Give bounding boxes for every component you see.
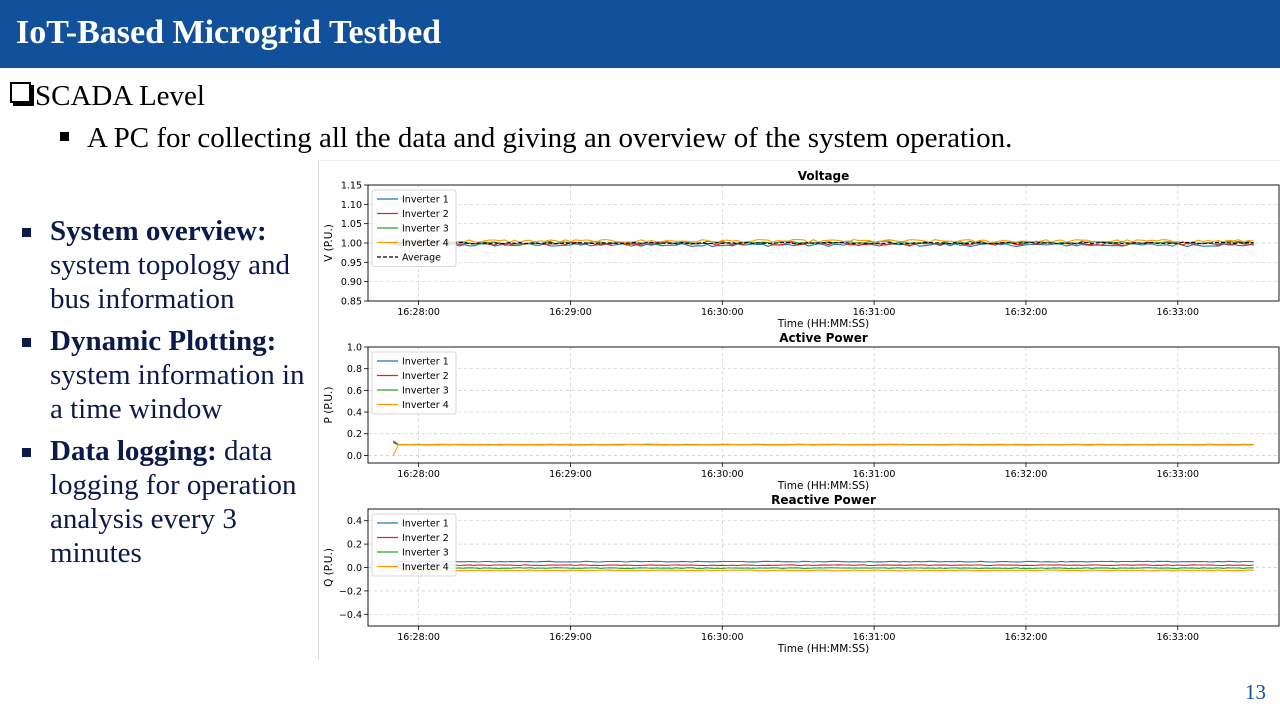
legend-label: Average (402, 253, 441, 264)
chart-panel: Voltage 0.85 0.90 0.95 1.00 1.05 1.10 1.15 16:28… (318, 160, 1280, 660)
sub-bullet: A PC for collecting all the data and giv… (60, 122, 1012, 155)
x-tick-label: 16:28:00 (397, 632, 440, 643)
x-tick-label: 16:33:00 (1156, 307, 1199, 318)
x-tick-label: 16:29:00 (549, 469, 592, 480)
feature-text: system topology and bus information (50, 249, 291, 315)
y-tick-label: 0.0 (347, 563, 362, 574)
series-line (393, 569, 1254, 572)
square-bullet-icon (60, 132, 69, 141)
chart-title: Active Power (779, 331, 868, 345)
section-heading-text: SCADA Level (35, 80, 205, 112)
series-line (393, 238, 1254, 244)
x-tick-label: 16:29:00 (549, 307, 592, 318)
y-tick-label: 1.0 (347, 343, 362, 354)
legend-label: Inverter 3 (402, 548, 449, 559)
series-line (393, 241, 1254, 245)
legend-box (371, 351, 457, 415)
plot-frame (367, 508, 1280, 627)
y-tick-label: 0.2 (347, 429, 362, 440)
legend-box (371, 513, 457, 577)
legend-label: Inverter 4 (402, 400, 449, 411)
x-axis-label: Time (HH:MM:SS) (777, 318, 870, 330)
x-tick-label: 16:30:00 (701, 307, 744, 318)
y-axis-label: P (P.U.) (323, 387, 335, 424)
y-tick-label: 1.00 (341, 239, 362, 250)
y-tick-label: −0.4 (339, 610, 362, 621)
x-axis-label: Time (HH:MM:SS) (777, 643, 870, 655)
legend-label: Inverter 2 (402, 533, 449, 544)
chart-panel-border (318, 160, 319, 660)
y-tick-label: 0.4 (347, 408, 362, 419)
feature-title: System overview: (50, 215, 267, 247)
feature-item: System overview: system topology and bus… (22, 214, 312, 316)
x-tick-label: 16:32:00 (1005, 307, 1048, 318)
y-axis-label: V (P.U.) (323, 224, 335, 262)
x-tick-label: 16:33:00 (1156, 469, 1199, 480)
y-tick-label: 0.4 (347, 516, 362, 527)
legend-label: Inverter 4 (402, 562, 449, 573)
series-line (393, 564, 1254, 567)
chart-title: Reactive Power (771, 493, 876, 507)
chart-panel-border (318, 160, 1280, 161)
legend-box (371, 189, 457, 267)
legend-label: Inverter 2 (402, 209, 449, 220)
title-bar: IoT-Based Microgrid Testbed (0, 0, 1280, 68)
y-tick-label: 0.8 (347, 364, 362, 375)
plot-frame (367, 346, 1280, 464)
legend-label: Inverter 1 (402, 519, 449, 530)
legend-label: Inverter 3 (402, 224, 449, 235)
x-axis-label: Time (HH:MM:SS) (777, 480, 870, 492)
x-tick-label: 16:31:00 (853, 307, 896, 318)
feature-title: Dynamic Plotting: (50, 325, 277, 357)
feature-text: data logging for operation analysis ever… (50, 435, 297, 569)
series-line (393, 242, 1254, 248)
legend-label: Inverter 1 (402, 357, 449, 368)
x-tick-label: 16:30:00 (701, 632, 744, 643)
square-bullet-icon (22, 338, 31, 347)
y-tick-label: 0.95 (341, 258, 362, 269)
x-tick-label: 16:33:00 (1156, 632, 1199, 643)
checkbox-bullet-icon (10, 82, 31, 103)
feature-list: System overview: system topology and bus… (22, 214, 312, 578)
series-line (393, 567, 1254, 569)
y-tick-label: 0.2 (347, 540, 362, 551)
series-line (393, 560, 1254, 563)
x-tick-label: 16:32:00 (1005, 469, 1048, 480)
x-tick-label: 16:32:00 (1005, 632, 1048, 643)
x-tick-label: 16:28:00 (397, 469, 440, 480)
legend-label: Inverter 4 (402, 238, 449, 249)
square-bullet-icon (22, 448, 31, 457)
y-tick-label: 1.10 (341, 200, 362, 211)
x-tick-label: 16:29:00 (549, 632, 592, 643)
y-tick-label: 0.90 (341, 277, 362, 288)
charts-svg: Voltage 0.85 0.90 0.95 1.00 1.05 1.10 1.15 16:28… (323, 169, 1280, 655)
square-bullet-icon (22, 228, 31, 237)
legend-label: Inverter 1 (402, 195, 449, 206)
chart-title: Voltage (798, 169, 850, 183)
y-axis-label: Q (P.U.) (323, 548, 335, 587)
feature-item: Dynamic Plotting: system information in … (22, 324, 312, 426)
feature-title: Data logging: (50, 435, 217, 467)
x-tick-label: 16:30:00 (701, 469, 744, 480)
x-tick-label: 16:31:00 (853, 632, 896, 643)
legend-label: Inverter 3 (402, 386, 449, 397)
section-heading: SCADA Level (10, 80, 205, 113)
y-tick-label: 0.0 (347, 451, 362, 462)
y-tick-label: 0.85 (341, 297, 362, 308)
x-tick-label: 16:28:00 (397, 307, 440, 318)
slide-title: IoT-Based Microgrid Testbed (16, 14, 442, 51)
y-tick-label: 0.6 (347, 386, 362, 397)
y-tick-label: 1.15 (341, 181, 362, 192)
series-line (392, 443, 1254, 456)
x-tick-label: 16:31:00 (853, 469, 896, 480)
y-tick-label: −0.2 (339, 586, 362, 597)
plot-frame (367, 184, 1280, 302)
y-tick-label: 1.05 (341, 219, 362, 230)
feature-item: Data logging: data logging for operation… (22, 434, 312, 570)
sub-bullet-text: A PC for collecting all the data and giv… (87, 122, 1013, 154)
feature-text: system information in a time window (50, 359, 305, 425)
page-number: 13 (1245, 680, 1266, 704)
legend-label: Inverter 2 (402, 371, 449, 382)
